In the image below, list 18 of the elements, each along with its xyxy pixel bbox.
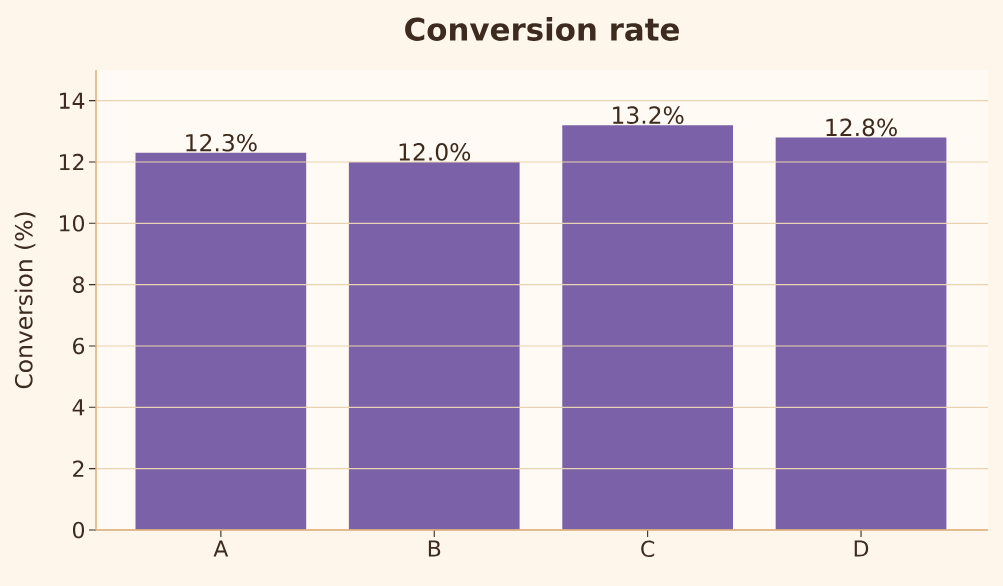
x-tick-label: A — [213, 540, 229, 557]
y-tick-label: 8 — [73, 276, 84, 293]
y-tick-label: 0 — [72, 521, 85, 539]
data-label: 12.0% — [399, 143, 471, 161]
data-label: 12.3% — [186, 133, 257, 152]
x-tick-label: D — [854, 540, 869, 557]
y-tick-label: 6 — [73, 337, 85, 355]
y-tick-label: 14 — [60, 92, 85, 109]
x-tick-label: C — [641, 540, 655, 558]
data-label: 13.2% — [613, 106, 684, 124]
y-tick-label: 10 — [60, 215, 85, 232]
data-label: 12.8% — [826, 118, 897, 137]
y-tick-label: 2 — [73, 460, 84, 477]
y-tick-label: 4 — [72, 399, 85, 416]
x-tick-label: B — [428, 540, 441, 557]
chart-title: Conversion rate — [405, 17, 679, 41]
y-tick-label: 12 — [60, 153, 84, 171]
y-axis-title: Conversion (%) — [14, 212, 36, 389]
